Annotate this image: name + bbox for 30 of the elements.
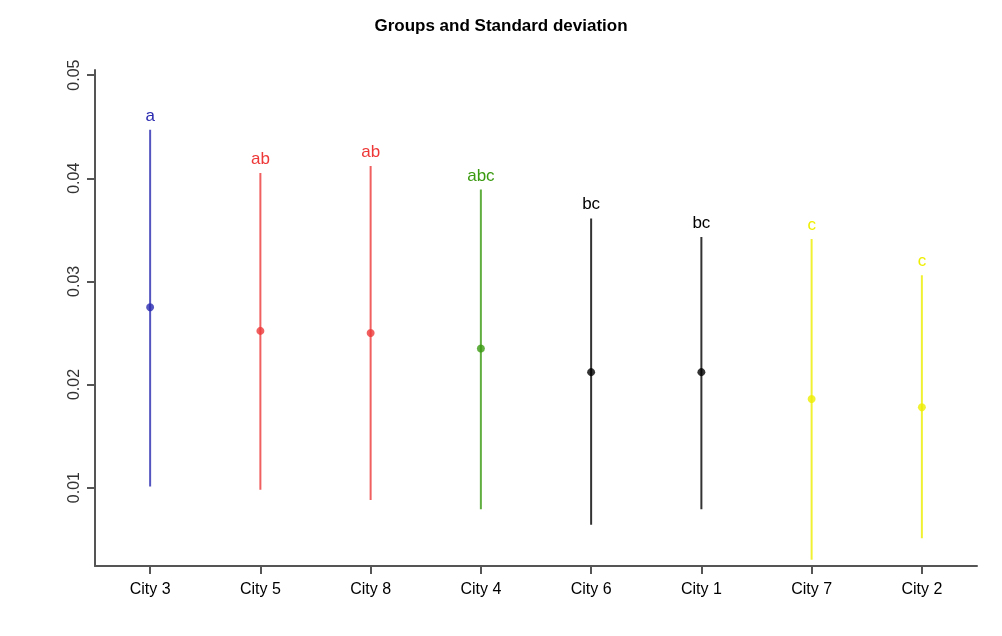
annotation: c [807,215,817,235]
y-tick-label: 0.05 [64,59,82,91]
y-tick-label: 0.03 [64,265,82,297]
x-tick-label: City 2 [901,579,943,597]
y-tick-label: 0.04 [64,162,82,194]
y-tick-label: 0.02 [64,368,82,401]
annotation: abc [467,165,496,185]
x-tick-label: City 7 [791,579,833,597]
x-tick-label: City 3 [129,579,171,597]
chart-title: Groups and Standard deviation [374,16,628,35]
x-tick-label: City 1 [680,579,722,597]
point [256,326,265,335]
point [807,394,816,403]
point [476,344,485,353]
annotation: bc [692,213,711,233]
y-tick-label: 0.01 [64,471,82,504]
annotation: ab [250,149,270,169]
x-tick-label: City 8 [350,579,392,597]
annotation: a [145,105,156,125]
annotation: bc [582,194,601,214]
point [917,403,926,412]
x-tick-label: City 4 [460,579,502,597]
point [697,368,706,377]
point [366,328,375,337]
annotation: c [917,251,927,271]
x-tick-label: City 5 [239,579,281,597]
annotation: ab [361,141,381,161]
point [587,368,596,377]
point [146,303,155,312]
x-tick-label: City 6 [570,579,612,597]
